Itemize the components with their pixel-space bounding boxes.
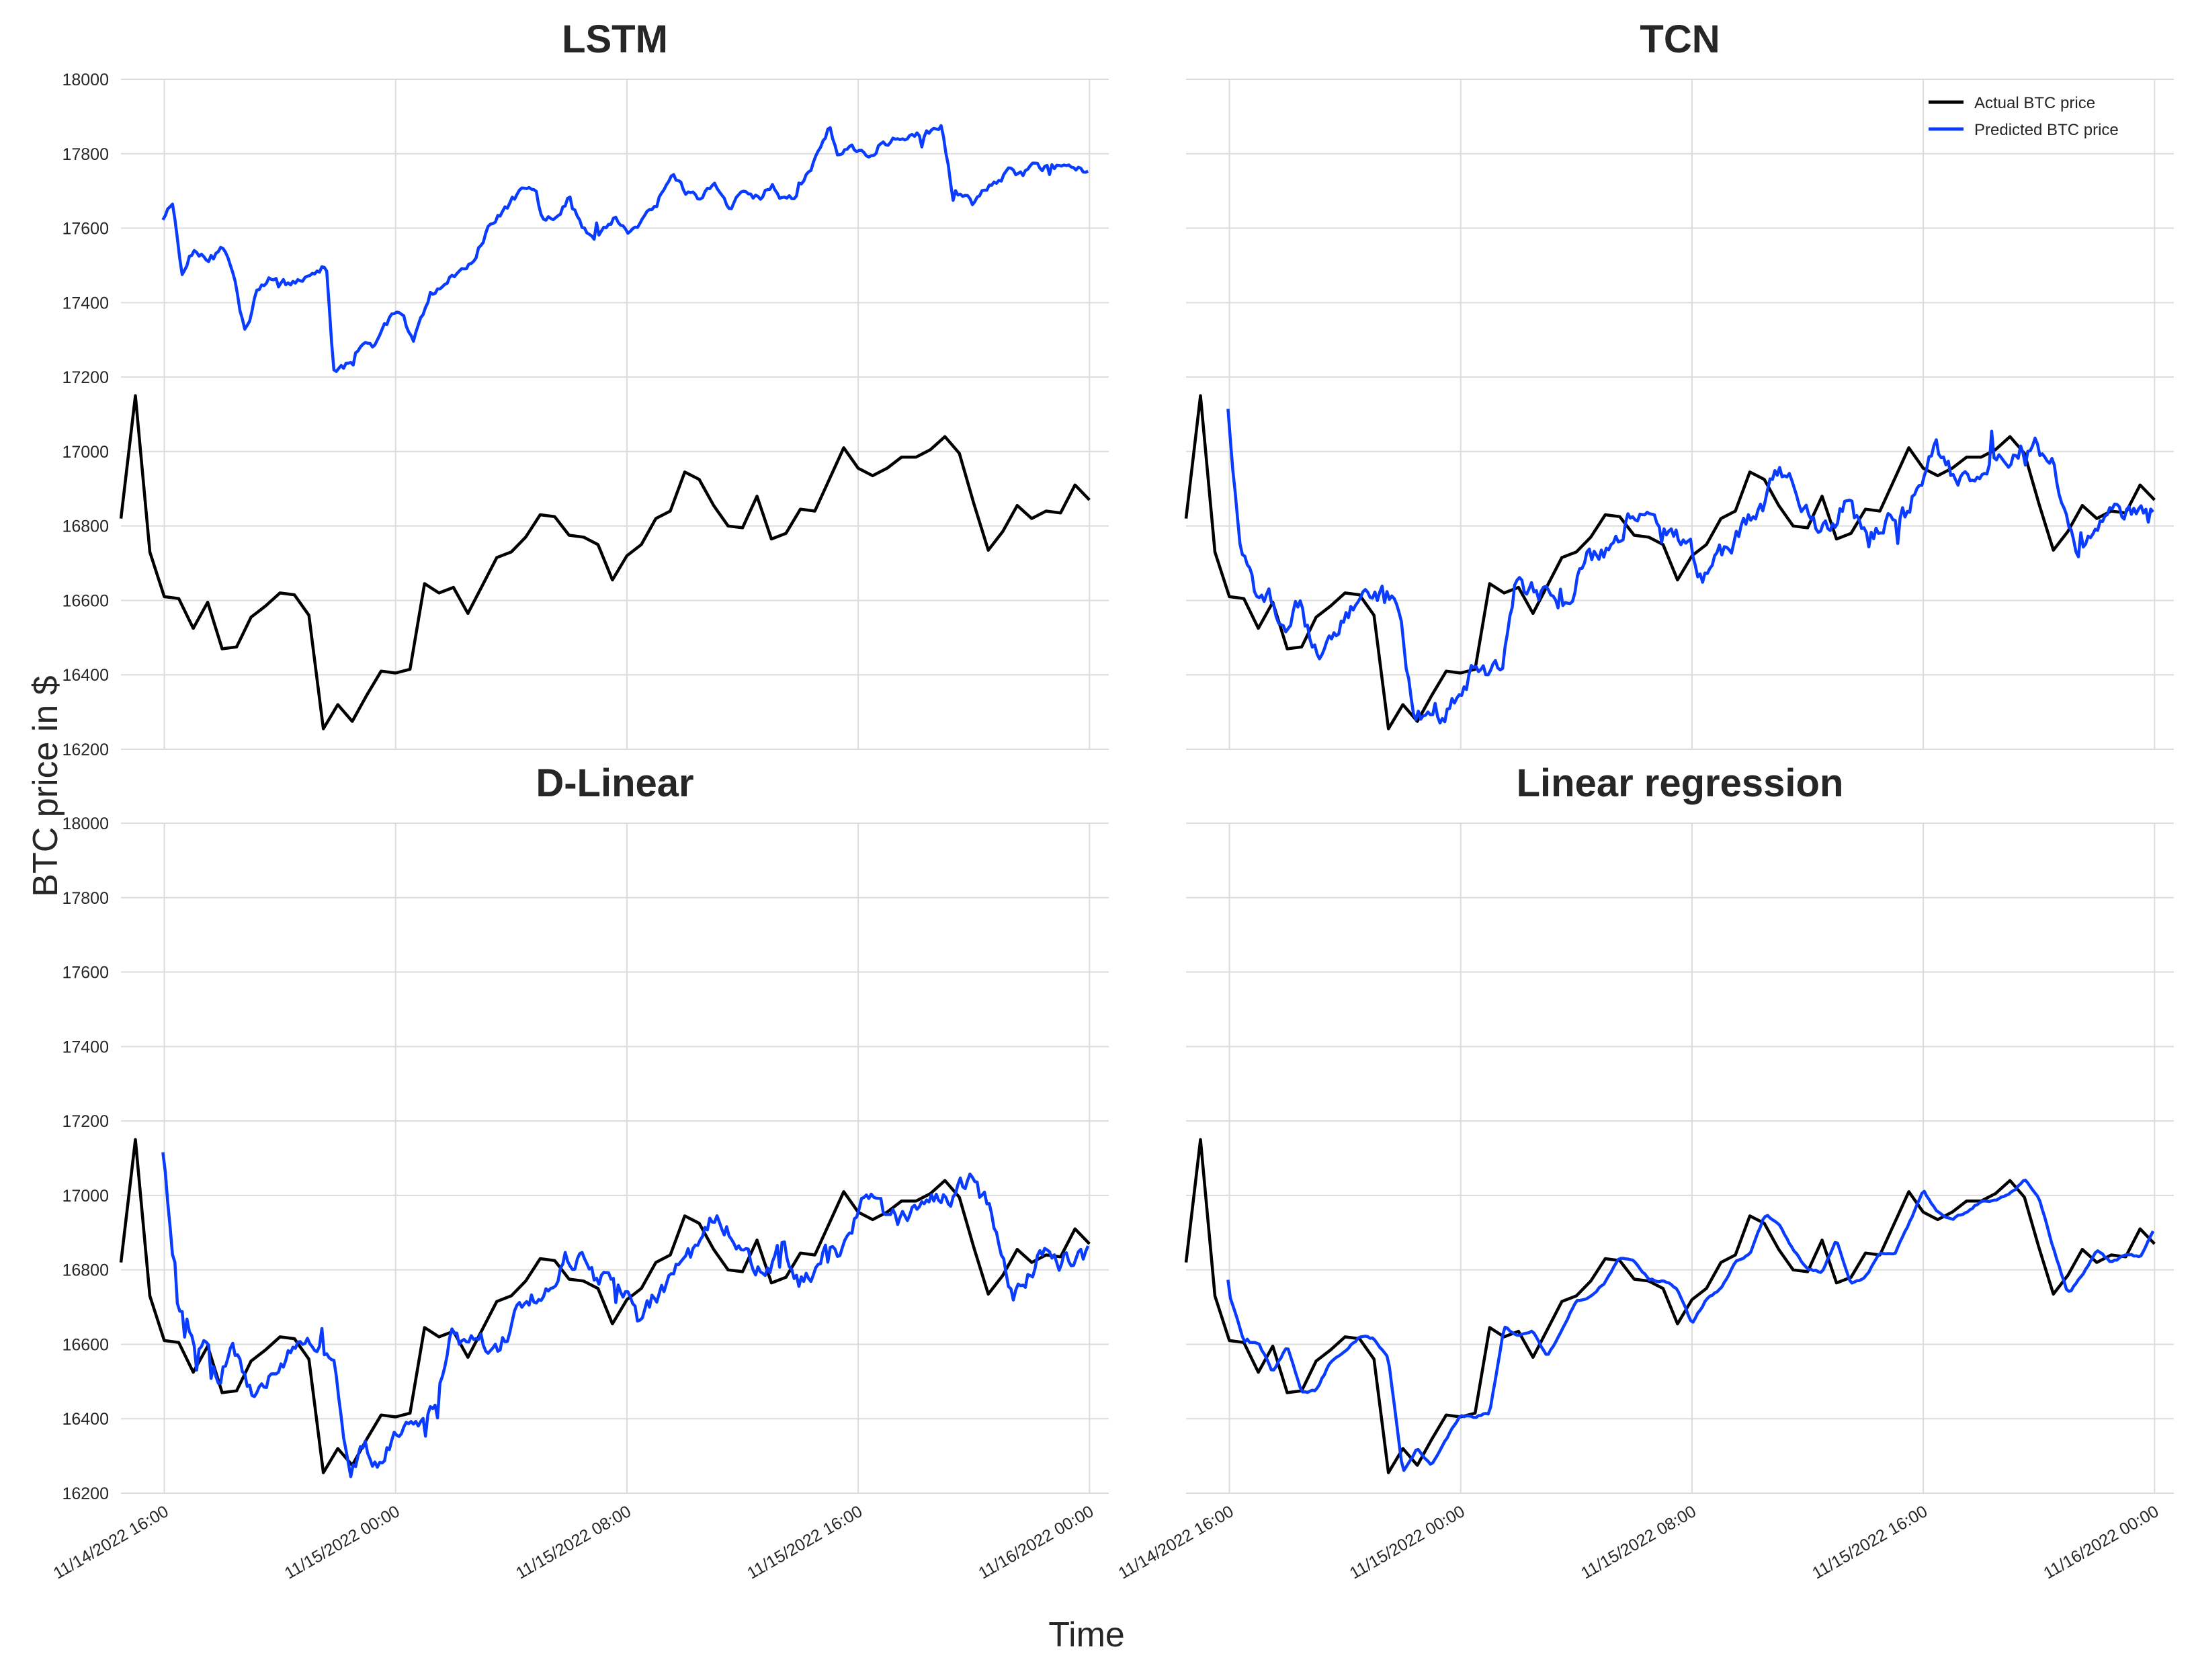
predicted-series-line (1226, 1178, 2155, 1472)
legend: Actual BTC price Predicted BTC price (1929, 94, 2119, 139)
panel-title: Linear regression (1517, 761, 1844, 805)
y-tick-label: 17600 (62, 220, 109, 239)
y-tick-label: 18000 (62, 814, 109, 833)
y-tick-label: 16600 (62, 591, 109, 610)
y-tick-label: 16800 (62, 1261, 109, 1280)
x-tick-label: 11/14/2022 16:00 (1115, 1502, 1237, 1583)
legend-predicted-label: Predicted BTC price (1974, 121, 2119, 139)
x-tick-label: 11/15/2022 16:00 (744, 1502, 866, 1583)
predicted-series-line (1226, 409, 2154, 725)
x-tick-label: 11/14/2022 16:00 (50, 1502, 172, 1583)
panel-tcn: TCN (1184, 17, 2174, 750)
predicted-series-line (161, 124, 1089, 373)
panel-title: LSTM (562, 17, 668, 61)
x-tick-label: 11/15/2022 00:00 (282, 1502, 403, 1583)
y-tick-label: 17200 (62, 1112, 109, 1131)
y-tick-label: 16400 (62, 1410, 109, 1429)
y-tick-label: 17000 (62, 443, 109, 462)
y-tick-label: 17000 (62, 1187, 109, 1206)
y-tick-label: 17600 (62, 964, 109, 982)
x-tick-label: 11/15/2022 08:00 (513, 1502, 634, 1583)
x-tick-label: 11/15/2022 16:00 (1809, 1502, 1931, 1583)
y-axis-label: BTC price in $ (26, 675, 65, 897)
y-tick-label: 17800 (62, 145, 109, 164)
actual-series-line (1184, 394, 2156, 730)
x-tick-label: 11/15/2022 00:00 (1347, 1502, 1468, 1583)
x-tick-label: 11/15/2022 08:00 (1578, 1502, 1699, 1583)
x-tick-label: 11/16/2022 00:00 (2040, 1502, 2162, 1583)
x-axis-label: Time (1048, 1615, 1125, 1654)
predicted-series-line (161, 1152, 1090, 1478)
panel-lstm: 18000 17800 17600 17400 17200 17000 16800 16600… (62, 17, 1109, 759)
panel-linear-regression: 11/14/2022 16:00 11/15/2022 00:00 11/15/20… (1115, 761, 2174, 1583)
panel-d-linear: 18000 17800 17600 17400 17200 17000 16800 16600… (50, 761, 1109, 1583)
x-tick-label: 11/16/2022 00:00 (975, 1502, 1097, 1583)
y-tick-label: 17400 (62, 294, 109, 312)
actual-series-line (119, 394, 1091, 730)
y-tick-label: 16200 (62, 1484, 109, 1503)
legend-actual-label: Actual BTC price (1974, 94, 2095, 112)
y-tick-label: 17800 (62, 889, 109, 908)
y-tick-label: 16200 (62, 741, 109, 759)
y-tick-label: 18000 (62, 71, 109, 89)
y-tick-label: 16800 (62, 517, 109, 536)
y-tick-label: 17400 (62, 1038, 109, 1056)
actual-series-line (1184, 1138, 2156, 1474)
y-tick-label: 16400 (62, 666, 109, 685)
actual-series-line (119, 1138, 1091, 1474)
y-tick-label: 16600 (62, 1335, 109, 1354)
panel-title: TCN (1640, 17, 1720, 61)
y-tick-label: 17200 (62, 368, 109, 387)
panel-title: D-Linear (536, 761, 693, 805)
